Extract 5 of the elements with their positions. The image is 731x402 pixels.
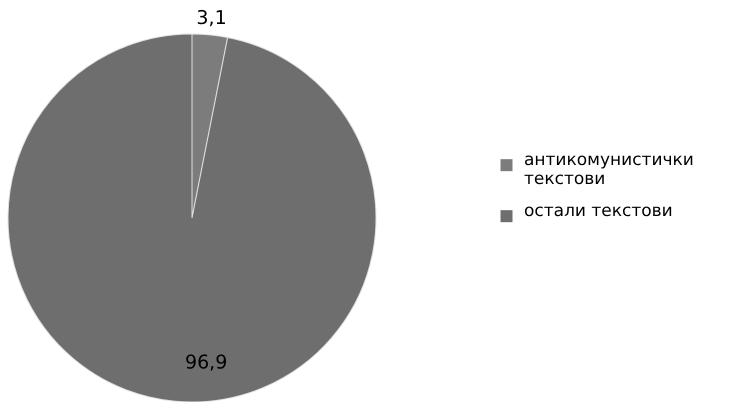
legend-label: остали текстови [524,201,673,222]
legend-label: антикомунистички текстови [524,150,694,190]
data-label: 96,9 [184,352,228,374]
data-label: 3,1 [196,6,227,29]
pie-slice [8,34,376,402]
